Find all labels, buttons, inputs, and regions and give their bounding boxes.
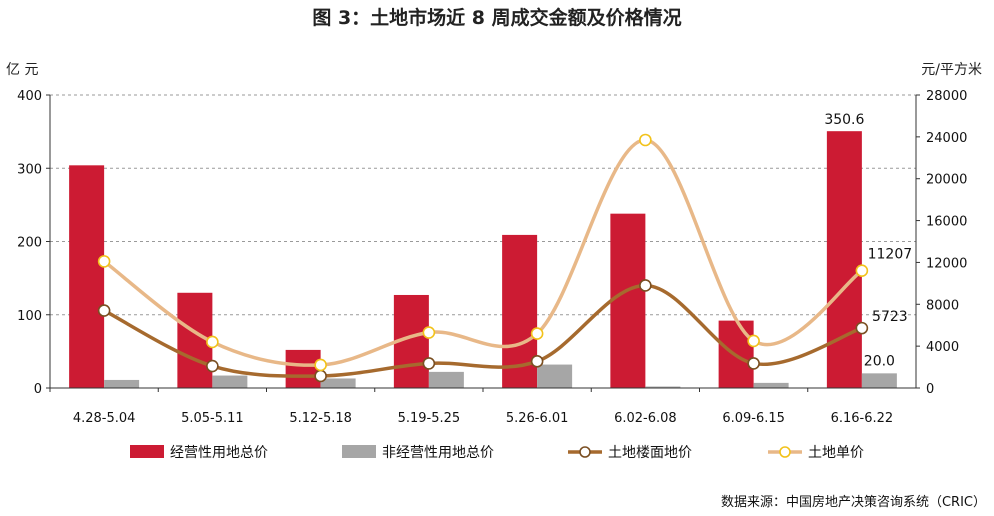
series-point <box>639 279 652 292</box>
series-point <box>747 334 760 348</box>
series-point <box>855 321 869 335</box>
data-label: 11207 <box>868 247 913 263</box>
right-tick-label: 16000 <box>926 215 967 230</box>
source-note: 数据来源：中国房地产决策咨询系统（CRIC） <box>721 494 986 510</box>
left-axis-unit: 亿 元 <box>6 62 38 78</box>
right-tick-label: 20000 <box>926 173 967 188</box>
series-point <box>422 357 436 370</box>
left-tick-label: 100 <box>17 309 42 324</box>
series-point <box>206 335 219 349</box>
bar <box>104 379 140 388</box>
legend-swatch <box>130 445 164 458</box>
bar <box>285 349 321 388</box>
series-line <box>103 283 863 378</box>
x-tick-label: 5.19-5.25 <box>398 411 461 426</box>
data-label: 350.6 <box>824 112 864 128</box>
bar <box>861 373 897 388</box>
series-point <box>747 357 760 370</box>
data-label: 5723 <box>872 309 908 325</box>
axes: 0100200300400040008000120001600020000240… <box>17 89 967 426</box>
series-point <box>639 133 652 147</box>
right-tick-label: 28000 <box>926 89 967 104</box>
bar <box>428 371 464 388</box>
series-point <box>422 326 436 339</box>
legend-label: 经营性用地总价 <box>170 445 268 461</box>
lines <box>97 133 869 383</box>
x-tick-label: 5.12-5.18 <box>289 411 352 426</box>
x-tick-label: 6.09-6.15 <box>722 411 785 426</box>
right-tick-label: 24000 <box>926 131 967 146</box>
left-tick-label: 300 <box>17 162 42 177</box>
chart-title: 图 3：土地市场近 8 周成交金额及价格情况 <box>312 6 681 29</box>
x-tick-label: 6.02-6.08 <box>614 411 677 426</box>
legend-label: 土地楼面地价 <box>608 445 692 461</box>
right-tick-label: 8000 <box>926 298 959 313</box>
left-tick-label: 0 <box>34 382 42 397</box>
bar <box>753 382 789 388</box>
data-labels: 350.6 20.0 5723 11207 <box>824 112 912 369</box>
x-tick-label: 5.05-5.11 <box>181 411 244 426</box>
series-point <box>530 355 544 368</box>
bar <box>610 213 646 388</box>
bar <box>212 375 248 388</box>
series-point <box>855 264 869 278</box>
x-tick-label: 5.26-6.01 <box>506 411 569 426</box>
series-point <box>314 369 327 383</box>
legend: 经营性用地总价 非经营性用地总价 土地楼面地价 土地单价 <box>130 445 864 461</box>
legend-label: 非经营性用地总价 <box>382 445 494 461</box>
legend-swatch <box>342 445 376 458</box>
bar <box>826 131 862 389</box>
right-tick-label: 4000 <box>926 340 959 355</box>
legend-label: 土地单价 <box>808 445 864 461</box>
right-tick-label: 0 <box>926 382 934 397</box>
data-label: 20.0 <box>864 353 895 369</box>
series-point <box>206 359 219 373</box>
grid <box>50 94 916 316</box>
right-tick-label: 12000 <box>926 256 967 271</box>
bar <box>645 386 681 388</box>
left-tick-label: 200 <box>17 236 42 251</box>
x-tick-label: 4.28-5.04 <box>73 411 136 426</box>
bar <box>69 165 105 388</box>
series-point <box>97 304 111 317</box>
series-point <box>530 327 544 340</box>
x-tick-label: 6.16-6.22 <box>831 411 894 426</box>
legend-marker <box>579 446 591 458</box>
legend-marker <box>779 446 791 458</box>
right-axis-unit: 元/平方米 <box>921 62 982 78</box>
bars <box>69 131 897 389</box>
bar <box>320 378 356 388</box>
bar <box>537 364 573 388</box>
left-tick-label: 400 <box>17 89 42 104</box>
series-point <box>97 255 111 268</box>
series-point <box>314 358 327 372</box>
